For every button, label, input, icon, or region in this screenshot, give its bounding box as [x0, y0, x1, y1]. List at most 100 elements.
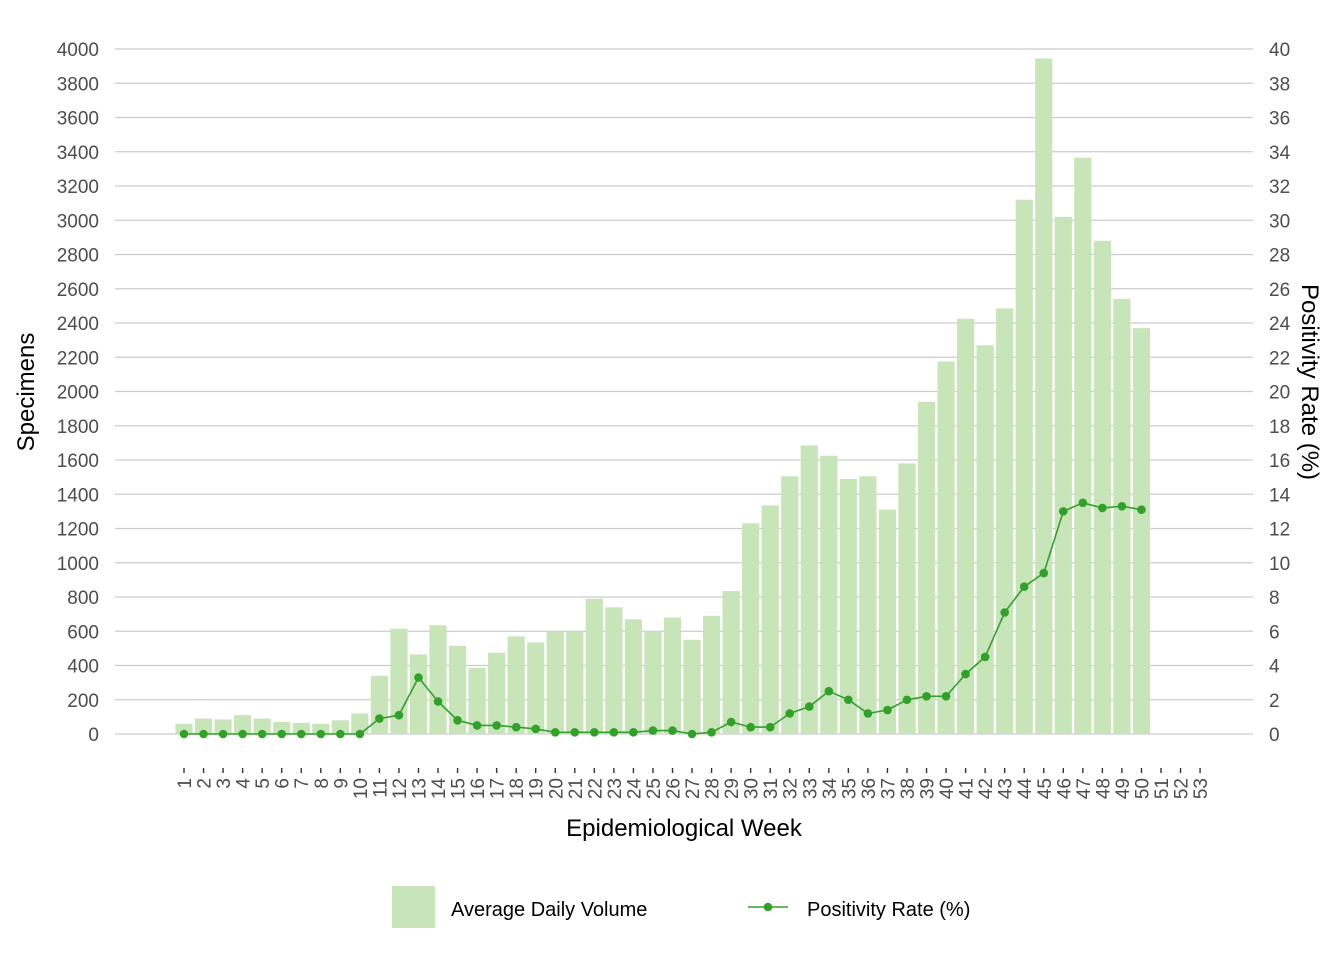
x-tick-label: 53: [1191, 778, 1212, 799]
line-series: [179, 498, 1146, 739]
y-right-tick-label: 26: [1269, 280, 1290, 301]
y-right-tick-label: 4: [1269, 657, 1280, 678]
x-tick-label: 26: [664, 778, 685, 799]
bar: [429, 625, 447, 734]
positivity-point: [1137, 505, 1146, 514]
positivity-point: [844, 695, 853, 705]
y-left-tick-label: 400: [67, 657, 99, 678]
positivity-point: [726, 717, 736, 727]
y-right-tick-label: 38: [1269, 74, 1290, 95]
y-right-tick-label: 22: [1269, 348, 1290, 369]
bar: [800, 445, 818, 734]
bar: [1132, 328, 1151, 734]
x-tick-label: 30: [742, 778, 763, 799]
bar: [312, 723, 330, 734]
x-tick-label: 9: [331, 778, 352, 789]
x-tick-label: 34: [820, 778, 841, 800]
x-axis-ticks: 1234567891011121314151617181920212223242…: [175, 768, 1212, 799]
y-right-tick-label: 30: [1269, 211, 1290, 232]
y-right-tick-label: 10: [1269, 554, 1290, 575]
y-left-tick-label: 3800: [57, 74, 99, 95]
bar: [898, 463, 916, 734]
x-tick-label: 51: [1152, 778, 1173, 799]
positivity-point: [1000, 608, 1009, 617]
y-right-tick-label: 8: [1269, 588, 1280, 609]
y-right-tick-label: 14: [1269, 485, 1291, 506]
y-left-tick-label: 4000: [57, 40, 99, 61]
positivity-point: [394, 710, 404, 720]
x-tick-label: 23: [605, 778, 626, 799]
positivity-point: [472, 721, 482, 730]
y-right-tick-label: 40: [1269, 40, 1290, 61]
y-left-tick-label: 2200: [57, 348, 99, 369]
bar: [761, 505, 779, 734]
y-right-tick-label: 32: [1269, 177, 1290, 198]
x-tick-label: 46: [1054, 778, 1075, 799]
bar: [742, 523, 760, 734]
y-left-tick-label: 800: [67, 588, 99, 609]
bar: [722, 591, 740, 734]
positivity-point: [531, 724, 541, 734]
positivity-point: [375, 714, 384, 723]
positivity-point: [648, 726, 658, 735]
y-right-tick-label: 16: [1269, 451, 1290, 472]
bar: [234, 715, 252, 734]
bar: [253, 718, 271, 734]
y-right-tick-label: 20: [1269, 383, 1290, 404]
bar: [448, 645, 467, 734]
bar: [878, 509, 897, 734]
x-tick-label: 20: [546, 778, 567, 799]
positivity-point: [1019, 582, 1029, 592]
positivity-point: [316, 729, 326, 739]
positivity-point: [433, 697, 443, 706]
x-tick-label: 48: [1093, 778, 1114, 799]
positivity-point: [492, 721, 501, 730]
bar: [468, 668, 486, 734]
x-tick-label: 41: [957, 778, 978, 799]
bar: [507, 636, 525, 734]
positivity-point: [179, 729, 189, 739]
x-tick-label: 12: [390, 778, 411, 799]
x-tick-label: 35: [839, 778, 860, 799]
y-left-tick-label: 3000: [57, 211, 99, 232]
x-tick-label: 13: [409, 778, 430, 799]
legend-bar-swatch: [392, 886, 435, 928]
x-tick-label: 44: [1015, 778, 1036, 800]
bar: [1054, 216, 1072, 734]
positivity-point: [863, 709, 873, 718]
positivity-point: [902, 695, 912, 705]
x-tick-label: 24: [624, 778, 645, 800]
y-right-tick-label: 28: [1269, 246, 1290, 267]
positivity-point: [922, 692, 931, 701]
x-tick-label: 15: [449, 778, 470, 799]
x-tick-label: 5: [253, 778, 274, 789]
x-tick-label: 49: [1113, 778, 1134, 799]
positivity-point: [804, 702, 814, 711]
positivity-point: [980, 652, 990, 662]
bar: [175, 723, 193, 734]
x-tick-label: 17: [488, 778, 509, 799]
positivity-point: [941, 692, 951, 701]
positivity-point: [1059, 507, 1068, 516]
y-left-tick-label: 600: [67, 622, 99, 643]
x-tick-label: 1: [175, 778, 196, 789]
x-tick-label: 6: [273, 778, 294, 789]
bar: [839, 478, 857, 734]
positivity-point: [199, 729, 208, 739]
y-axis-left-ticks: 0 200 400 600 800 1000 1200 1400 1600 1800 2000 220…: [57, 40, 99, 746]
x-tick-label: 52: [1172, 778, 1193, 799]
positivity-point: [511, 722, 521, 732]
x-tick-label: 36: [859, 778, 880, 799]
bar: [409, 654, 428, 734]
positivity-point: [1117, 501, 1127, 511]
y-axis-left-title: Specimens: [13, 333, 40, 452]
x-tick-label: 29: [722, 778, 743, 799]
x-tick-label: 38: [898, 778, 919, 799]
bar: [702, 615, 721, 734]
bar: [1113, 299, 1131, 734]
positivity-point: [629, 727, 638, 737]
positivity-point: [355, 729, 365, 739]
y-right-tick-label: 2: [1269, 691, 1280, 712]
